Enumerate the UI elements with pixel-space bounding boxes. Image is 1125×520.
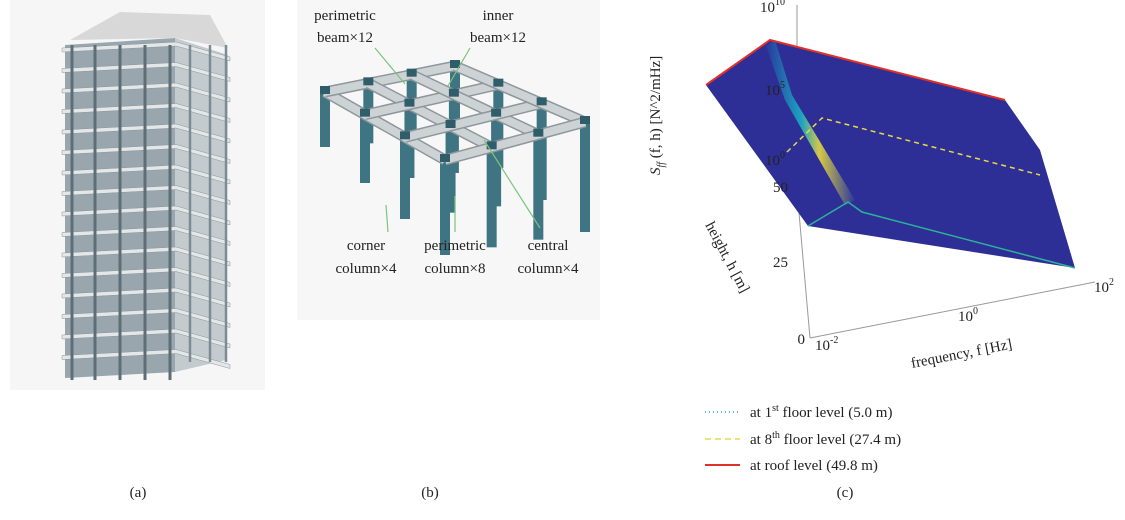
annotation: column×8: [425, 261, 486, 277]
column-cap: [487, 141, 497, 149]
panel-label: (a): [130, 485, 147, 501]
tick-base: 10: [765, 153, 780, 169]
legend-text: at 1: [750, 405, 772, 421]
legend-entry: at roof level (49.8 m): [750, 458, 878, 474]
column-cap: [446, 120, 456, 128]
f-axis-label: frequency, f [Hz]: [910, 337, 1014, 372]
h-axis-label: height, h [m]: [701, 219, 752, 295]
tick-exp: 5: [780, 80, 785, 91]
panel-label: (b): [421, 485, 439, 501]
tick-base: 10: [765, 83, 780, 99]
panel-label: (c): [837, 485, 854, 501]
legend: at 1st floor level (5.0 m) at 8th floor …: [705, 403, 901, 474]
column-cap: [407, 69, 417, 77]
column-cap: [360, 109, 370, 117]
column-cap: [400, 131, 410, 139]
column-cap: [537, 97, 547, 105]
legend-text: floor level (5.0 m): [779, 405, 893, 421]
figure: perimetric beam×12 inner beam×12 corner …: [0, 0, 1125, 520]
annotation: column×4: [336, 261, 397, 277]
legend-text: at 8: [750, 432, 772, 448]
tick-base: 10: [815, 338, 830, 354]
annotation: corner: [347, 238, 385, 254]
z-tick-label: 1010: [760, 0, 785, 16]
column-cap: [440, 154, 450, 162]
column-cap: [363, 77, 373, 85]
column-cap: [493, 79, 503, 87]
column-cap: [491, 109, 501, 117]
annotation: column×4: [518, 261, 579, 277]
tick-exp: -2: [830, 335, 838, 346]
tick-exp: 2: [1109, 277, 1114, 288]
legend-text: floor level (27.4 m): [780, 432, 901, 448]
tick-exp: 0: [780, 150, 785, 161]
h-tick-label: 50: [773, 180, 788, 196]
column-cap: [449, 89, 459, 97]
h-tick-label: 25: [773, 255, 788, 271]
tick-base: 10: [760, 0, 775, 16]
tick-exp: 10: [775, 0, 785, 8]
annotation: perimetric: [424, 238, 486, 254]
column: [537, 103, 547, 200]
column-cap: [404, 99, 414, 107]
tick-exp: 0: [973, 306, 978, 317]
column-cap: [580, 116, 590, 124]
annotation: perimetric: [314, 8, 376, 24]
column: [493, 85, 503, 168]
tick-base: 10: [958, 309, 973, 325]
column-cap: [533, 129, 543, 137]
f-tick-label: 10-2: [815, 335, 838, 354]
annotation: inner: [483, 8, 514, 24]
column: [580, 122, 590, 232]
z-axis-label: Sff (f, h) [N^2/mHz]: [648, 56, 667, 175]
unit: (f, h) [N^2/mHz]: [648, 56, 664, 162]
axis-line: [810, 282, 1095, 338]
h-tick-label: 0: [798, 332, 806, 348]
legend-entry: at 1st floor level (5.0 m): [750, 403, 892, 421]
annotation: central: [528, 238, 569, 254]
surface-plot: 1010 105 100 Sff (f, h) [N^2/mHz] 50 25 …: [648, 0, 1114, 372]
tick-base: 10: [1094, 280, 1109, 296]
surface: [706, 40, 1075, 268]
annotation: beam×12: [317, 30, 373, 46]
f-tick-label: 100: [958, 306, 978, 325]
annotation: beam×12: [470, 30, 526, 46]
legend-entry: at 8th floor level (27.4 m): [750, 430, 901, 448]
building-render: [10, 0, 265, 390]
f-tick-label: 102: [1094, 277, 1114, 296]
legend-sup: th: [772, 430, 780, 441]
column-cap: [320, 86, 330, 94]
